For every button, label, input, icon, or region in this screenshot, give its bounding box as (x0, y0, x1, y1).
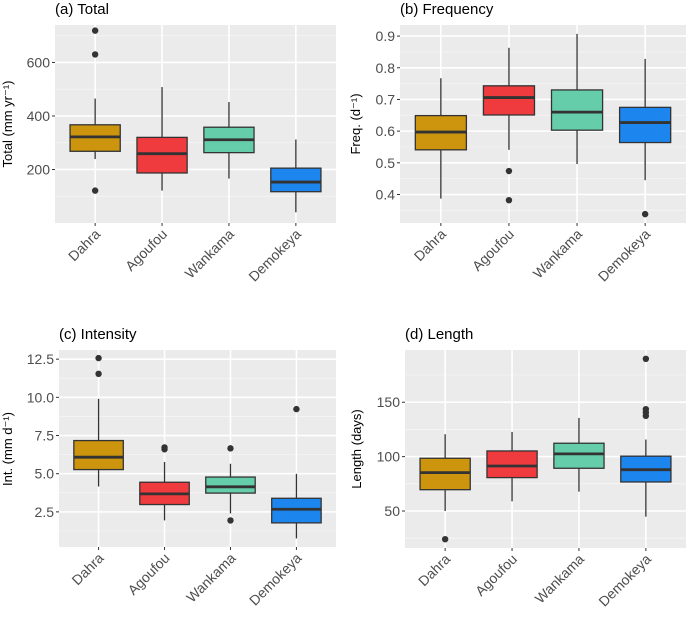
box-iqr (486, 450, 538, 479)
x-tick-label: Dahra (415, 551, 453, 589)
box-iqr (550, 89, 604, 131)
y-tick-label: 5.0 (35, 466, 55, 482)
x-tick-label: Agoufou (124, 550, 172, 598)
box-wankama (553, 417, 605, 492)
box-demokeya (618, 58, 672, 218)
x-tick-label: Wankama (183, 550, 239, 606)
outlier-point (227, 517, 234, 524)
box-iqr (136, 136, 188, 174)
box-dahra (73, 354, 124, 487)
y-tick-label: 0.9 (376, 28, 396, 44)
outlier-point (91, 51, 99, 58)
panel-title: (b) Frequency (400, 1, 494, 18)
box-iqr (205, 476, 256, 494)
outlier-point (641, 210, 649, 218)
box-dahra (419, 434, 471, 543)
outlier-point (642, 412, 650, 420)
y-tick-label: 12.5 (27, 351, 54, 367)
y-tick-label: 400 (27, 108, 51, 124)
box-iqr (482, 85, 536, 116)
box-dahra (69, 27, 121, 194)
box-demokeya (270, 139, 322, 213)
plot-background (405, 350, 686, 548)
x-tick-label: Wankama (530, 226, 586, 282)
box-iqr (553, 442, 605, 469)
box-demokeya (271, 405, 322, 539)
y-tick-label: 0.4 (376, 186, 396, 202)
y-tick-label: 150 (377, 394, 401, 410)
panel-intensity: (c) Intensity Int. (mm d⁻¹) 2.5 5.0 7.5 10.… (0, 326, 336, 608)
box-wankama (550, 33, 604, 165)
y-axis-label: Length (days) (349, 409, 364, 489)
panel-title: (c) Intensity (59, 326, 137, 343)
x-tick-label: Agoufou (469, 226, 517, 274)
y-tick-label: 200 (27, 161, 51, 177)
box-agoufou (486, 431, 538, 502)
y-axis-label: Freq. (d⁻¹) (348, 93, 363, 154)
box-iqr (618, 106, 672, 144)
y-tick-label: 100 (377, 449, 401, 465)
x-tick-label: Wankama (532, 551, 588, 607)
panel-title: (d) Length (405, 326, 473, 343)
outlier-point (161, 446, 168, 453)
x-tick-label: Dahra (65, 226, 103, 264)
x-tick-label: Dahra (68, 550, 106, 588)
x-tick-label: Demokeya (246, 550, 305, 609)
outlier-point (227, 445, 234, 452)
y-tick-label: 600 (27, 54, 51, 70)
x-tick-label: Dahra (411, 226, 449, 264)
y-tick-label: 2.5 (35, 504, 55, 520)
outlier-point (293, 405, 300, 413)
y-tick-label: 0.6 (376, 123, 396, 139)
x-tick-label: Agoufou (472, 551, 520, 599)
outlier-point (505, 167, 513, 175)
box-wankama (203, 102, 255, 179)
y-axis-label: Total (mm yr⁻¹) (0, 80, 15, 167)
outlier-point (91, 27, 99, 34)
x-tick-label: Demokeya (595, 226, 654, 285)
y-tick-label: 7.5 (35, 428, 55, 444)
box-wankama (205, 445, 256, 524)
y-tick-label: 0.7 (376, 91, 396, 107)
box-demokeya (620, 355, 672, 517)
panel-title: (a) Total (55, 1, 109, 18)
y-tick-label: 0.5 (376, 155, 396, 171)
y-tick-label: 0.8 (376, 60, 396, 76)
x-tick-label: Wankama (182, 226, 238, 282)
x-tick-label: Demokeya (595, 551, 654, 610)
y-tick-label: 50 (384, 503, 400, 519)
outlier-point (91, 187, 99, 194)
outlier-point (505, 196, 513, 204)
box-agoufou (482, 47, 536, 204)
panel-total: (a) Total Total (mm yr⁻¹) 200 400 600 Dahra… (0, 1, 336, 284)
x-tick-label: Demokeya (245, 226, 304, 285)
panel-length: (d) Length Length (days) 50 100 150 Dahra Ag… (349, 326, 686, 609)
panel-frequency: (b) Frequency Freq. (d⁻¹) 0.4 0.5 0.6 0.7 0.… (348, 1, 686, 284)
box-dahra (414, 78, 468, 199)
y-tick-label: 10.0 (27, 389, 54, 405)
outlier-point (95, 370, 102, 378)
outlier-point (642, 355, 650, 363)
box-agoufou (139, 444, 190, 521)
box-agoufou (136, 87, 188, 191)
box-iqr (73, 439, 124, 471)
y-axis-label: Int. (mm d⁻¹) (0, 412, 15, 486)
x-tick-label: Agoufou (122, 226, 170, 274)
box-iqr (270, 167, 322, 193)
outlier-point (441, 535, 449, 543)
outlier-point (95, 354, 102, 362)
